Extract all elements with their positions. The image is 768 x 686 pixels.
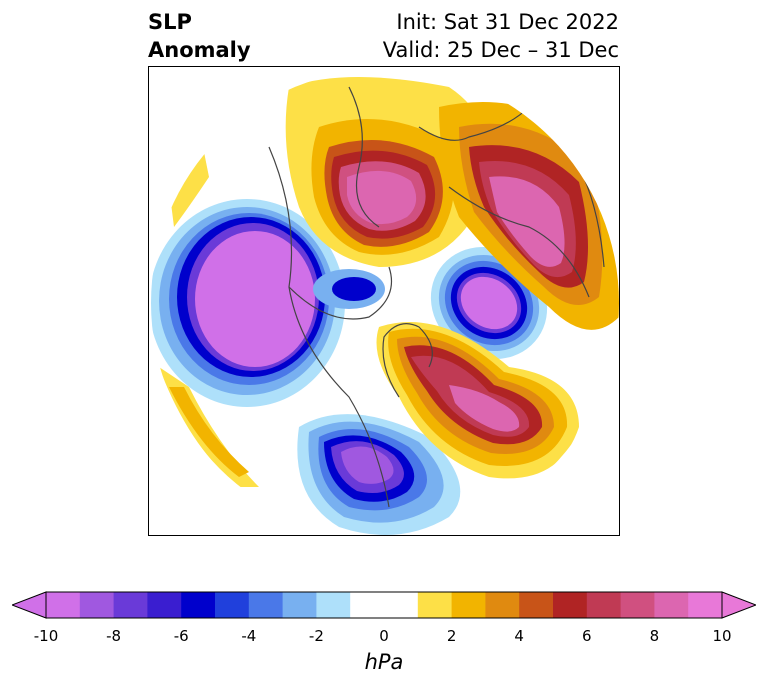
colorbar-tick-label: -4	[241, 627, 257, 645]
title-type: Anomaly	[148, 38, 251, 62]
colorbar-box	[215, 592, 250, 618]
colorbar-box	[553, 592, 588, 618]
init-date: Init: Sat 31 Dec 2022	[396, 10, 619, 34]
colorbar-box	[384, 592, 419, 618]
north-pacific-low	[151, 199, 345, 407]
colorbar-box	[350, 592, 385, 618]
siberia-high	[285, 77, 489, 267]
colorbar-box	[181, 592, 216, 618]
colorbar-unit-label: hPa	[364, 650, 404, 674]
colorbar-box	[79, 592, 115, 618]
colorbar-box	[654, 592, 689, 618]
colorbar-box	[451, 592, 486, 618]
colorbar-box	[282, 592, 317, 618]
colorbar-box	[248, 592, 284, 618]
colorbar-tick-label: 4	[514, 627, 524, 645]
north-atlantic-high	[376, 322, 579, 479]
colorbar-box	[417, 592, 453, 618]
anomaly-map-svg	[151, 77, 619, 535]
anomaly-map	[148, 66, 620, 536]
colorbar-box	[46, 592, 81, 618]
map-title-left: SLP Anomaly	[148, 8, 251, 64]
colorbar-tick-label: 6	[582, 627, 592, 645]
colorbar-tick-label: -2	[308, 627, 324, 645]
colorbar-tick-label: 0	[379, 627, 389, 645]
colorbar-tick-label: -8	[106, 627, 122, 645]
colorbar-tick-label: -6	[173, 627, 189, 645]
valid-range: Valid: 25 Dec – 31 Dec	[382, 38, 619, 62]
colorbar-min-extension	[12, 591, 47, 619]
colorbar-tick-label: 10	[712, 627, 732, 645]
colorbar-box	[688, 592, 723, 618]
map-title-right: Init: Sat 31 Dec 2022 Valid: 25 Dec – 31…	[383, 8, 619, 64]
colorbar-box	[620, 592, 655, 618]
colorbar	[12, 591, 756, 619]
colorbar-box	[485, 592, 520, 618]
colorbar-tick-label: 8	[649, 627, 660, 645]
eastern-north-america-low	[297, 414, 461, 535]
colorbar-boxes	[45, 591, 723, 619]
colorbar-box	[113, 592, 148, 618]
colorbar-box	[147, 592, 182, 618]
colorbar-box	[519, 592, 554, 618]
pacific-positive-tongue	[159, 152, 259, 487]
colorbar-box	[316, 592, 351, 618]
colorbar-box	[586, 592, 622, 618]
colorbar-tick-label: 2	[446, 627, 457, 645]
colorbar-tick-label: -10	[33, 627, 59, 645]
title-variable: SLP	[148, 10, 192, 34]
colorbar-max-extension	[721, 591, 756, 619]
